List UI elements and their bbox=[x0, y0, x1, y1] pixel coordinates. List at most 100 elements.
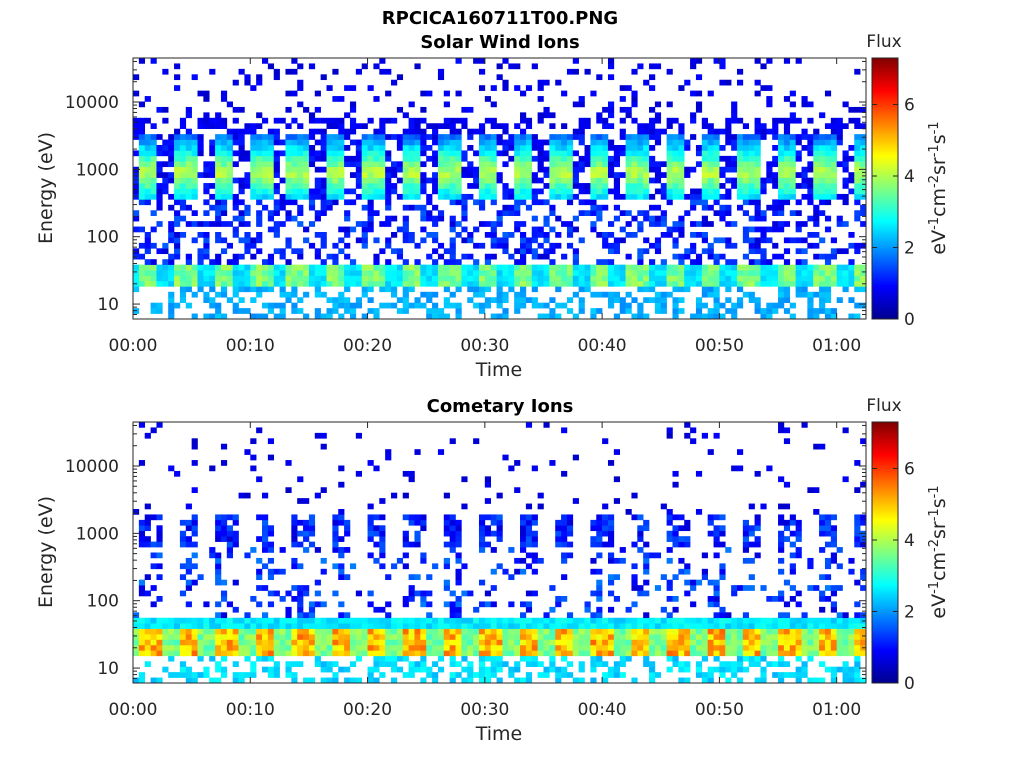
heatmap-cell bbox=[695, 145, 703, 151]
heatmap-cell bbox=[824, 514, 832, 521]
heatmap-cell bbox=[830, 248, 837, 255]
heatmap-cell bbox=[695, 106, 703, 113]
heatmap-cell bbox=[602, 264, 609, 271]
heatmap-cell bbox=[179, 666, 187, 673]
heatmap-cell bbox=[244, 123, 251, 129]
heatmap-cell bbox=[326, 253, 333, 260]
heatmap-cell bbox=[291, 596, 298, 602]
heatmap-cell bbox=[420, 617, 427, 624]
heatmap-cell bbox=[778, 519, 785, 526]
heatmap-cell bbox=[566, 639, 574, 646]
heatmap-cell bbox=[402, 155, 409, 162]
heatmap-cell bbox=[813, 275, 820, 282]
heatmap-cell bbox=[332, 628, 339, 635]
heatmap-cell bbox=[555, 525, 562, 532]
heatmap-cell bbox=[637, 128, 644, 135]
heatmap-cell bbox=[308, 145, 316, 151]
heatmap-cell bbox=[437, 177, 445, 184]
heatmap-cell bbox=[244, 270, 251, 276]
heatmap-cell bbox=[631, 161, 638, 168]
heatmap-cell bbox=[690, 63, 697, 70]
heatmap-cell bbox=[432, 291, 439, 298]
heatmap-cell bbox=[414, 150, 421, 157]
heatmap-cell bbox=[807, 655, 814, 662]
heatmap-cell bbox=[402, 552, 409, 559]
heatmap-cell bbox=[607, 275, 615, 282]
heatmap-cell bbox=[226, 188, 233, 195]
heatmap-cell bbox=[461, 237, 468, 244]
heatmap-cell bbox=[842, 275, 849, 282]
heatmap-cell bbox=[848, 155, 855, 162]
heatmap-cell bbox=[314, 655, 321, 662]
heatmap-cell bbox=[537, 639, 544, 646]
heatmap-cell bbox=[555, 677, 562, 684]
heatmap-cell bbox=[291, 514, 298, 521]
heatmap-cell bbox=[408, 519, 415, 526]
heatmap-cell bbox=[256, 123, 263, 129]
heatmap-cell bbox=[262, 193, 269, 200]
heatmap-cell bbox=[684, 536, 691, 542]
heatmap-cell bbox=[285, 661, 292, 667]
heatmap-cell bbox=[514, 302, 521, 309]
heatmap-cell bbox=[631, 574, 638, 580]
heatmap-cell bbox=[455, 166, 462, 173]
heatmap-cell bbox=[666, 226, 673, 233]
heatmap-cell bbox=[572, 454, 579, 461]
heatmap-cell bbox=[361, 232, 368, 238]
heatmap-cell bbox=[713, 308, 720, 314]
heatmap-cell bbox=[355, 644, 362, 651]
heatmap-cell bbox=[320, 291, 327, 298]
heatmap-cell bbox=[508, 644, 515, 651]
heatmap-cell bbox=[226, 221, 233, 227]
heatmap-cell bbox=[772, 183, 779, 189]
heatmap-cell bbox=[349, 639, 357, 646]
heatmap-cell bbox=[279, 286, 286, 293]
heatmap-cell bbox=[795, 291, 802, 298]
heatmap-cell bbox=[707, 672, 714, 678]
heatmap-cell bbox=[830, 145, 837, 151]
heatmap-cell bbox=[643, 193, 650, 200]
heatmap-cell bbox=[848, 270, 855, 276]
heatmap-cell bbox=[607, 112, 615, 119]
heatmap-cell bbox=[437, 139, 445, 146]
heatmap-cell bbox=[349, 139, 357, 146]
heatmap-cell bbox=[133, 210, 140, 216]
heatmap-cell bbox=[220, 280, 228, 287]
heatmap-cell bbox=[285, 259, 292, 265]
heatmap-cell bbox=[496, 134, 503, 140]
heatmap-cell bbox=[455, 612, 462, 619]
heatmap-cell bbox=[596, 541, 603, 548]
heatmap-cell bbox=[332, 166, 339, 173]
heatmap-cell bbox=[220, 150, 228, 157]
heatmap-cell bbox=[678, 661, 685, 667]
heatmap-cell bbox=[150, 210, 157, 216]
heatmap-cell bbox=[349, 226, 357, 233]
heatmap-cell bbox=[297, 476, 304, 483]
heatmap-cell bbox=[566, 188, 574, 195]
heatmap-cell bbox=[179, 541, 187, 548]
heatmap-cell bbox=[338, 536, 345, 542]
heatmap-cell bbox=[449, 188, 456, 195]
heatmap-cell bbox=[408, 134, 415, 140]
heatmap-cell bbox=[783, 536, 791, 542]
heatmap-cell bbox=[320, 644, 327, 651]
heatmap-cell bbox=[185, 270, 192, 276]
heatmap-cell bbox=[408, 541, 415, 548]
heatmap-cell bbox=[713, 128, 720, 135]
heatmap-cell bbox=[684, 628, 691, 635]
heatmap-cell bbox=[813, 509, 820, 515]
heatmap-cell bbox=[602, 270, 609, 276]
heatmap-cell bbox=[783, 270, 791, 276]
heatmap-cell bbox=[783, 188, 791, 195]
heatmap-cell bbox=[602, 650, 609, 657]
heatmap-cell bbox=[736, 145, 744, 151]
heatmap-cell bbox=[303, 585, 310, 591]
heatmap-cell bbox=[179, 628, 187, 635]
heatmap-cell bbox=[226, 639, 233, 646]
heatmap-cell bbox=[361, 291, 368, 298]
heatmap-cell bbox=[185, 280, 192, 287]
heatmap-cell bbox=[496, 221, 503, 227]
heatmap-cell bbox=[695, 617, 703, 624]
heatmap-cell bbox=[824, 139, 832, 146]
heatmap-cell bbox=[766, 628, 773, 635]
